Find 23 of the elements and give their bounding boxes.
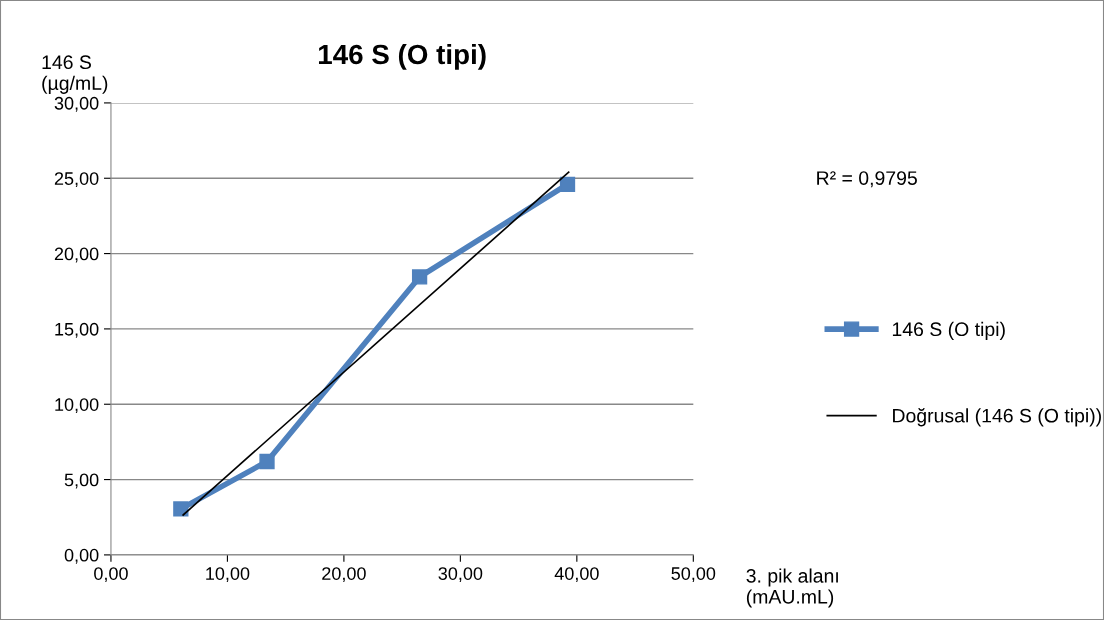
- chart-title: 146 S (O tipi): [318, 43, 486, 70]
- x-tick-label: 30,00: [438, 567, 483, 583]
- x-tick-label: 50,00: [671, 567, 716, 583]
- y-tick-label: 25,00: [54, 172, 99, 188]
- y-axis-title: 146 S (µg/mL): [42, 55, 108, 94]
- y-tick-label: 30,00: [54, 96, 99, 112]
- x-tick-label: 40,00: [554, 567, 599, 583]
- point: [559, 176, 576, 192]
- point: [411, 269, 428, 285]
- x-tick-label: 20,00: [322, 567, 366, 583]
- y-tick-label: 20,00: [54, 247, 99, 263]
- legend-label: Doğrusal (146 S (O tipi)): [893, 408, 1101, 427]
- y-tick-label: 10,00: [55, 398, 99, 414]
- y-tick-label: 5,00: [64, 473, 99, 489]
- point: [173, 501, 189, 517]
- legend-label: 146 S (O tipi): [892, 321, 1005, 340]
- y-tick-label: 15,00: [55, 322, 99, 338]
- x-tick-label: 0,00: [94, 567, 128, 583]
- point: [259, 453, 275, 470]
- x-tick-label: 10,00: [206, 567, 250, 583]
- text: R² = 0,9795: [817, 171, 917, 188]
- y-tick-label: 0,00: [64, 548, 99, 564]
- x-axis-title: 3. pik alanı (mAU.mL): [746, 568, 838, 608]
